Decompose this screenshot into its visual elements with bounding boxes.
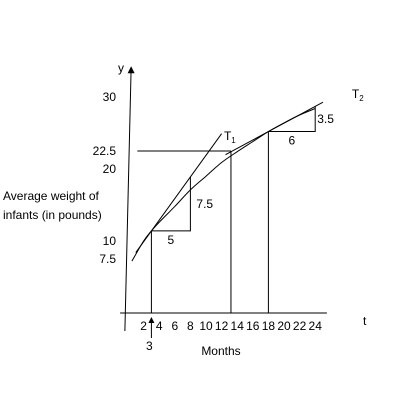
rise-label-2: 3.5	[317, 112, 334, 126]
y-axis-arrowhead	[127, 66, 135, 74]
x-tick-label-24: 24	[309, 319, 323, 333]
x-axis-symbol: t	[363, 314, 367, 328]
y-tick-label-20: 20	[103, 162, 117, 176]
reference-lines	[137, 131, 269, 313]
x-tick-label-20: 20	[277, 319, 291, 333]
y-tick-label-7-5: 7.5	[99, 252, 116, 266]
y-tick-label-10: 10	[103, 234, 117, 248]
x-tick-label-12: 12	[215, 319, 229, 333]
x-tick-label-4: 4	[156, 319, 163, 333]
x-tick-label-2: 2	[140, 319, 147, 333]
x-tick-label-18: 18	[262, 319, 276, 333]
x-tick-label-14: 14	[231, 319, 245, 333]
rise-label-1: 7.5	[196, 197, 213, 211]
slope-triangle-2	[268, 106, 316, 133]
y-axis-label-line-2: infants (in pounds)	[3, 208, 102, 222]
tangent-line-1	[135, 133, 223, 253]
y-axis-label: Average weight of infants (in pounds)	[3, 187, 133, 225]
x-tick-label-16: 16	[246, 319, 260, 333]
run-label-2: 6	[288, 134, 295, 148]
y-axis-label-line-1: Average weight of	[3, 189, 99, 203]
tangent-line-2	[225, 101, 324, 156]
axes	[120, 66, 327, 332]
x-tick-label-10: 10	[199, 319, 213, 333]
marker-arrow-head	[148, 317, 155, 323]
x-tick-label-22: 22	[293, 319, 307, 333]
tangent-label-1: T1	[224, 129, 236, 145]
run-label-1: 5	[168, 233, 175, 247]
x-tick-label-6: 6	[171, 319, 178, 333]
tangent-label-2: T2	[352, 87, 364, 103]
x-tick-label-8: 8	[187, 319, 194, 333]
y-tick-label-30: 30	[103, 90, 117, 104]
tangent-lines: T1 T2	[135, 87, 364, 253]
y-axis-line	[124, 68, 132, 332]
annotations: 3 5 7.5 6 3.5	[146, 112, 334, 353]
x-axis-label: Months	[201, 344, 240, 358]
y-axis-symbol: y	[118, 61, 124, 75]
marker-label: 3	[146, 339, 153, 353]
y-tick-label-22-5: 22.5	[93, 144, 117, 158]
slope-triangle-1	[151, 176, 191, 232]
